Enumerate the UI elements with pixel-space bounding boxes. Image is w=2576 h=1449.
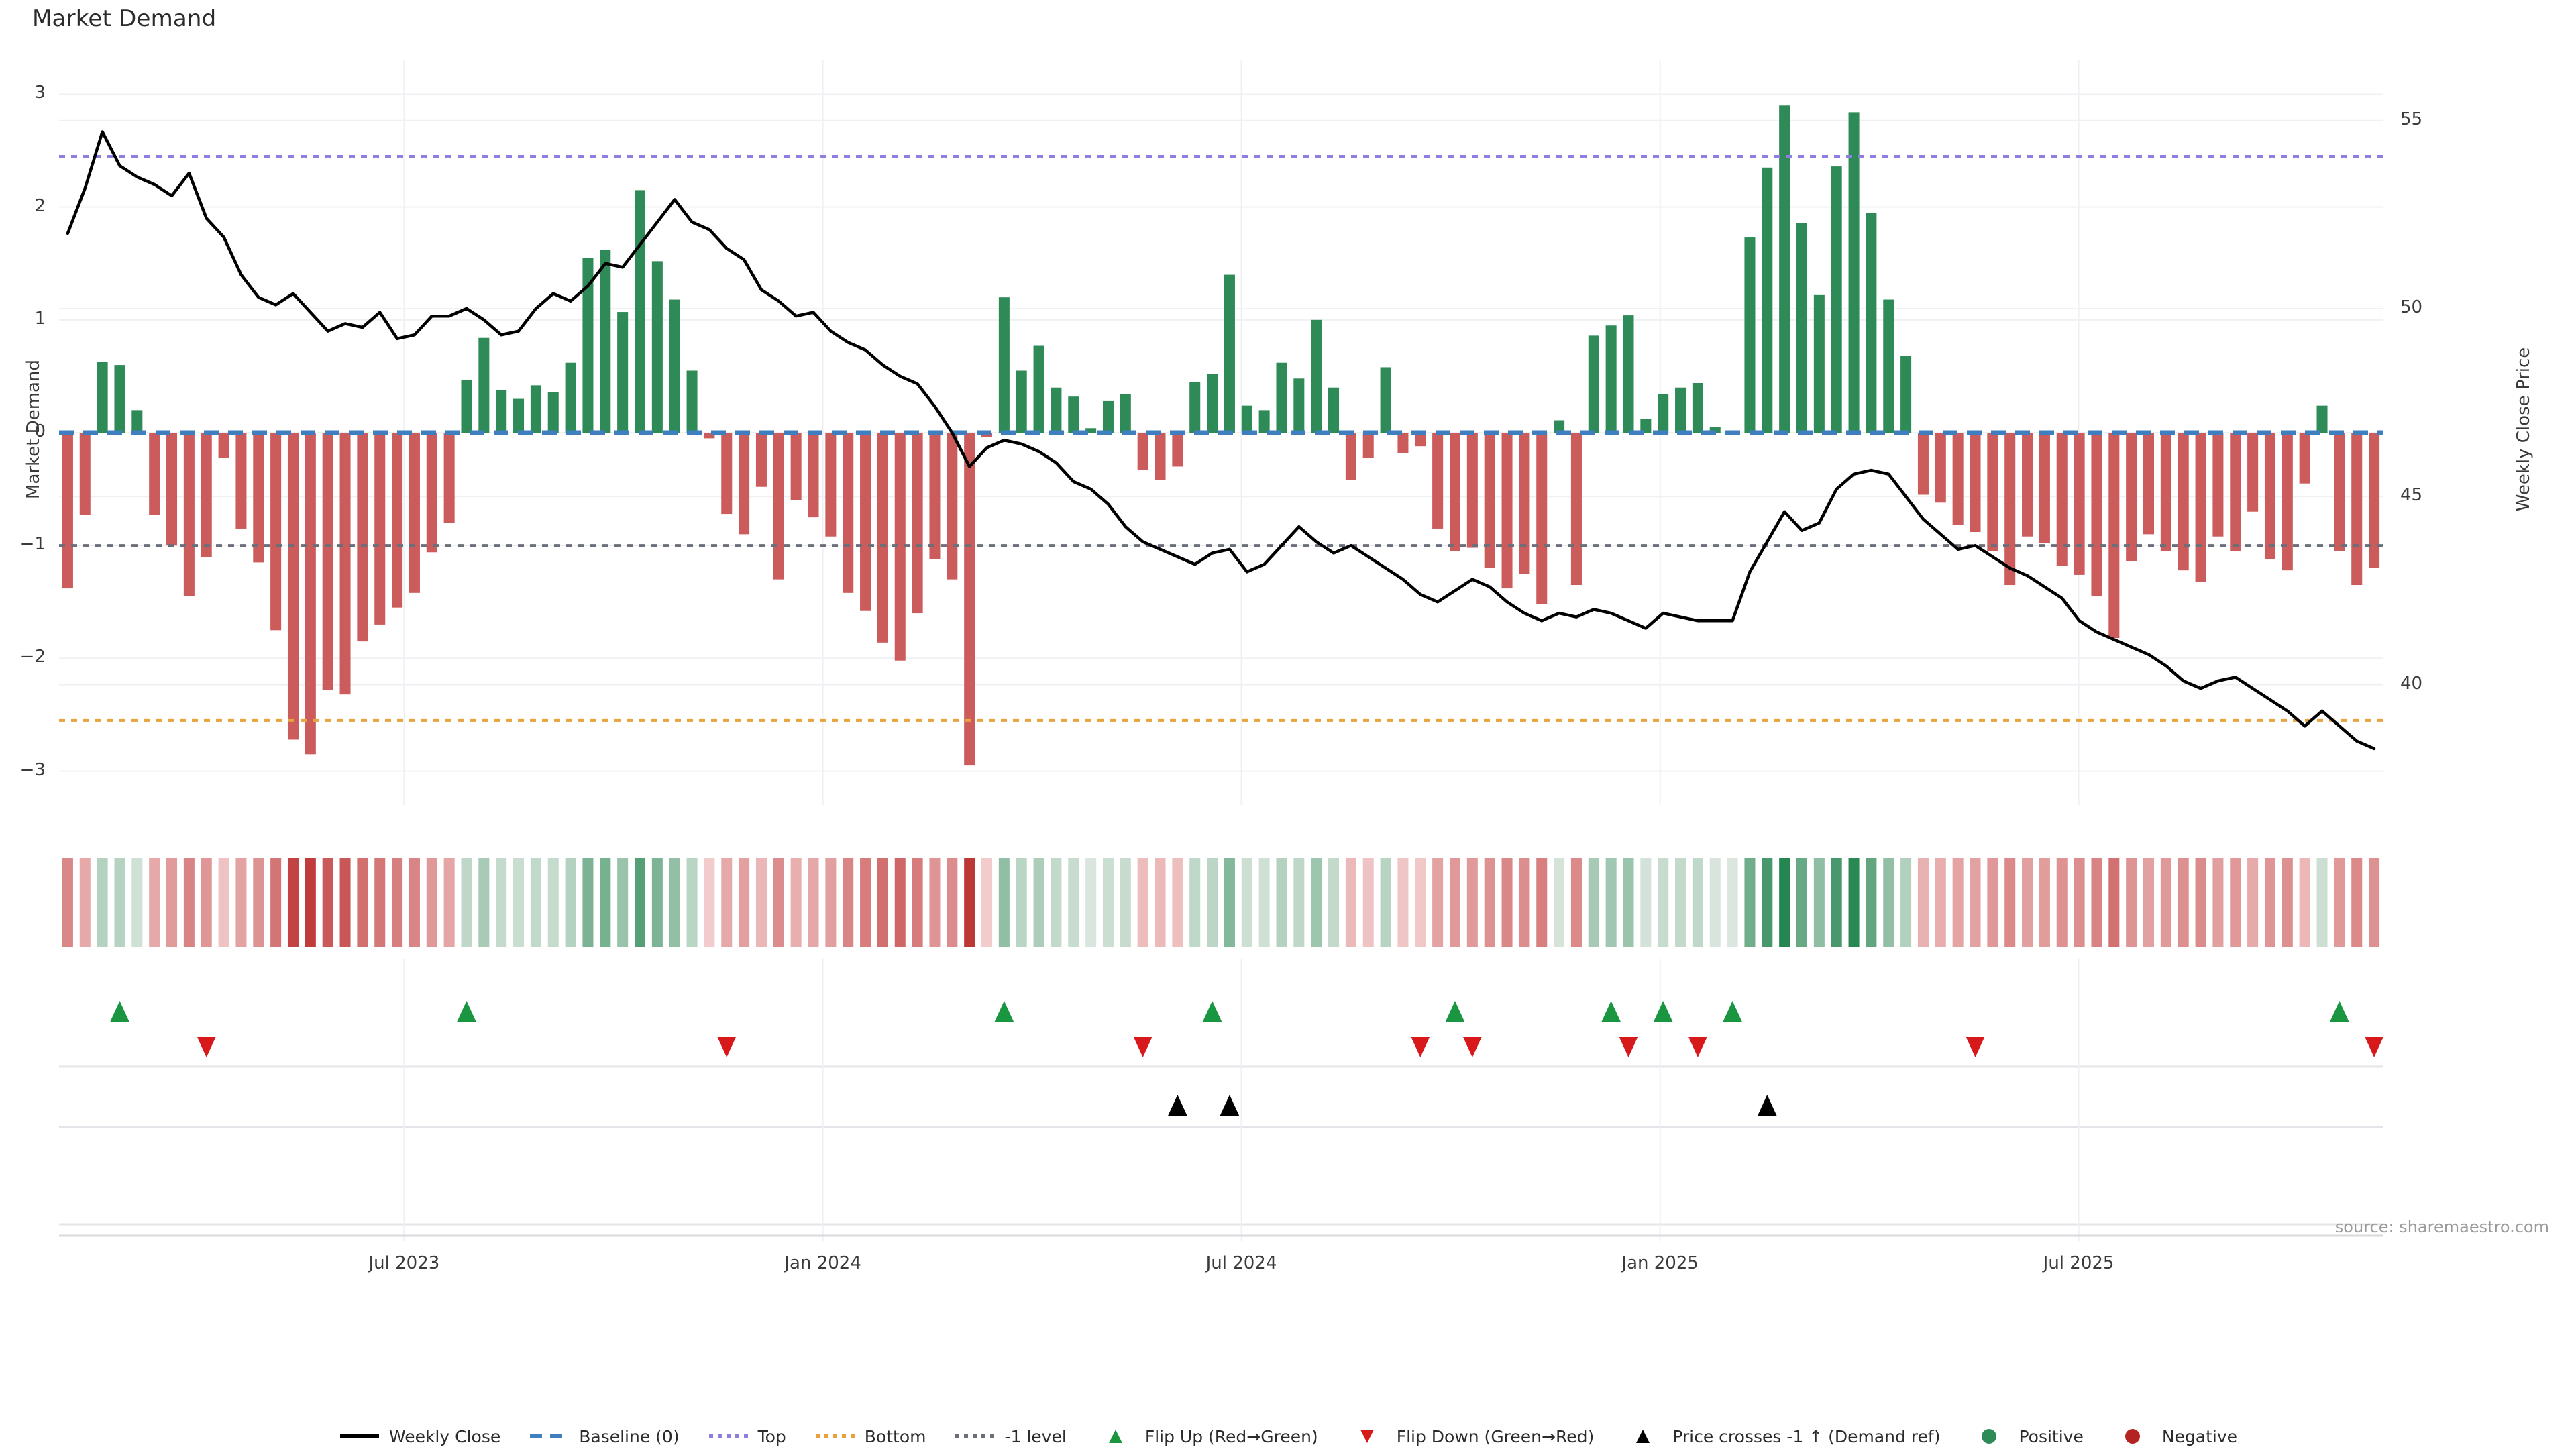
legend-label: Bottom xyxy=(864,1426,926,1446)
right-axis-title: Weekly Close Price xyxy=(2514,347,2534,512)
legend-item[interactable]: Flip Down (Green→Red) xyxy=(1346,1426,1595,1446)
x-axis-tick: Jan 2024 xyxy=(784,1253,861,1273)
legend-label: Flip Down (Green→Red) xyxy=(1396,1426,1595,1446)
source-attribution: source: sharemaestro.com xyxy=(2334,1218,2549,1236)
x-axis-tick: Jan 2025 xyxy=(1621,1253,1699,1273)
legend-item[interactable]: Bottom xyxy=(814,1428,926,1445)
left-axis-tick: 3 xyxy=(34,83,46,103)
left-axis-tick: −1 xyxy=(19,534,46,555)
legend-label: Flip Up (Red→Green) xyxy=(1144,1426,1318,1446)
left-axis-tick: 1 xyxy=(34,308,46,329)
right-axis-tick: 40 xyxy=(2400,673,2423,694)
legend-label: Baseline (0) xyxy=(579,1426,680,1446)
legend-item[interactable]: Positive xyxy=(1968,1426,2084,1446)
left-axis-tick: −3 xyxy=(19,759,46,780)
right-axis-tick: 45 xyxy=(2400,485,2423,506)
legend-item[interactable]: Price crosses -1 ↑ (Demand ref) xyxy=(1622,1428,1940,1445)
chart-legend: Weekly Close Baseline (0) Top Bottom -1 leve… xyxy=(0,1428,2576,1445)
x-axis-tick: Jul 2023 xyxy=(368,1253,440,1273)
legend-label: Positive xyxy=(2019,1426,2084,1446)
legend-item[interactable]: Flip Up (Red→Green) xyxy=(1095,1428,1318,1445)
page-title: Market Demand xyxy=(32,5,217,32)
legend-label: Negative xyxy=(2161,1426,2238,1446)
triangle-up-green-icon xyxy=(1095,1428,1136,1445)
dot-red-icon xyxy=(2112,1428,2153,1445)
legend-item[interactable]: Weekly Close xyxy=(339,1428,500,1445)
left-axis-tick: −2 xyxy=(19,647,46,667)
legend-label: Top xyxy=(757,1426,786,1446)
right-axis-tick: 55 xyxy=(2400,109,2423,129)
left-axis-tick: 0 xyxy=(34,421,46,441)
x-axis xyxy=(59,1234,2383,1288)
signal-markers-panel xyxy=(59,959,2383,1241)
legend-label: -1 level xyxy=(1004,1426,1067,1446)
dot-green-icon xyxy=(1968,1428,2010,1445)
triangle-down-red-icon xyxy=(1346,1428,1388,1445)
demand-heat-strip xyxy=(59,855,2383,949)
main-chart-plot xyxy=(59,60,2383,805)
left-axis-title: Market Demand xyxy=(23,360,44,499)
line-dashed-blue-icon xyxy=(529,1428,570,1445)
x-axis-tick: Jul 2025 xyxy=(2043,1253,2114,1273)
legend-label: Price crosses -1 ↑ (Demand ref) xyxy=(1672,1426,1941,1446)
left-axis-tick: 2 xyxy=(34,195,46,216)
legend-item[interactable]: Negative xyxy=(2112,1428,2237,1445)
triangle-up-black-icon xyxy=(1622,1428,1664,1445)
legend-item[interactable]: Top xyxy=(708,1428,786,1445)
line-dotted-orange-icon xyxy=(814,1428,856,1445)
x-axis-tick: Jul 2024 xyxy=(1205,1253,1277,1273)
legend-label: Weekly Close xyxy=(388,1426,501,1446)
legend-item[interactable]: -1 level xyxy=(954,1426,1067,1446)
line-dotted-purple-icon xyxy=(708,1428,749,1445)
right-axis-tick: 50 xyxy=(2400,297,2423,317)
line-solid-black-icon xyxy=(339,1428,380,1445)
line-dotted-gray-icon xyxy=(954,1428,996,1445)
legend-item[interactable]: Baseline (0) xyxy=(529,1426,680,1446)
